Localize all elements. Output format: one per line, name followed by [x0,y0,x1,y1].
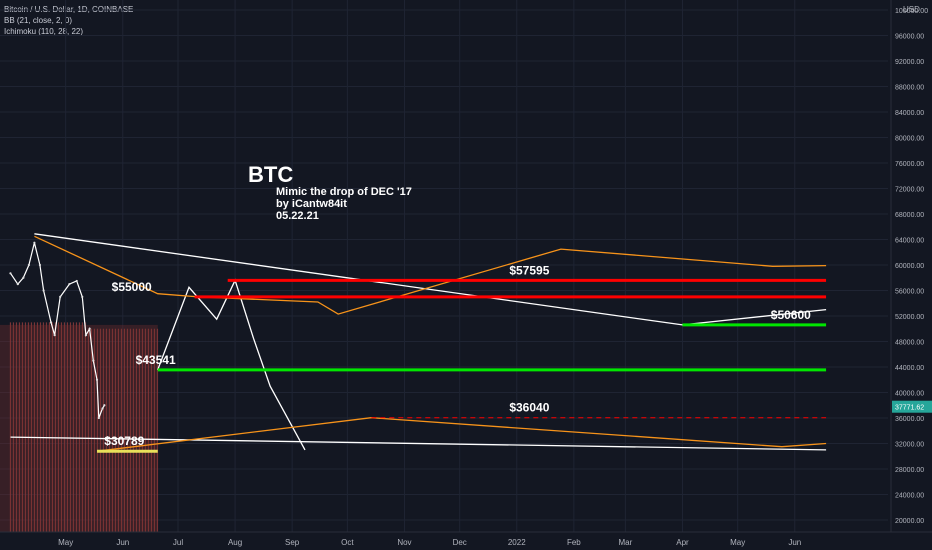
series-line-orange-bottom [96,417,827,452]
y-tick-label: 32000.00 [895,442,924,449]
ichimoku-indicator-label: Ichimoku (110, 28, 22) [4,27,84,36]
x-axis[interactable]: May Jun Jul Aug Sep Oct Nov Dec 2022 Feb Mar Apr May… [0,531,932,547]
y-tick-label: 20000.00 [895,518,924,525]
y-tick-label: 48000.00 [895,340,924,347]
y-axis[interactable]: 20000.00 24000.00 28000.00 32000.00 36000.00… [890,0,928,532]
price-point [88,327,91,330]
x-tick-label: Mar [618,538,632,547]
level-label: $43541 [136,353,176,367]
current-price-label: 37771.62 [895,405,924,412]
price-point [9,272,12,275]
price-point [95,378,99,381]
price-point [92,359,95,362]
x-tick-label: Oct [341,538,354,547]
price-point [81,295,84,298]
series-line-btc-price [10,242,105,419]
y-tick-label: 40000.00 [895,391,924,398]
x-tick-label: Jun [116,538,129,547]
series-line-orange-top [34,235,827,315]
level-label: $57595 [509,263,549,277]
current-price-tag [892,400,932,413]
ichimoku-cloud [0,322,159,532]
y-tick-label: 100000.00 [895,8,928,15]
y-tick-label: 72000.00 [895,187,924,194]
price-point [42,289,45,292]
price-point [103,404,106,407]
note-line-2: by iCantw84it [276,198,347,210]
y-tick-label: 68000.00 [895,212,924,219]
y-tick-label: 80000.00 [895,136,924,143]
y-tick-label: 64000.00 [895,238,924,245]
price-point [75,279,78,283]
price-point [68,283,71,286]
level-label: $50600 [771,308,811,322]
cloud-fill [0,324,158,532]
price-point [97,416,100,420]
x-tick-label: Aug [228,538,242,547]
x-tick-label: 2022 [508,538,526,547]
price-point [84,334,88,337]
note-line-1: Mimic the drop of DEC '17 [276,186,412,198]
price-point [59,295,62,298]
price-point [49,321,53,324]
x-tick-label: Nov [397,538,411,547]
x-tick-label: Dec [453,538,467,547]
price-point [16,283,19,286]
series-line-projection-path [157,278,306,451]
level-label: $30789 [104,434,144,448]
x-tick-label: May [58,538,73,547]
level-label: $36040 [509,401,549,415]
price-point [38,263,42,267]
price-levels [96,278,827,453]
y-tick-label: 92000.00 [895,59,924,66]
note-line-3: 05.22.21 [276,210,319,222]
currency-label: USD [903,5,920,14]
level-label: $55000 [112,280,152,294]
price-point [33,241,36,244]
x-tick-label: Sep [285,538,300,547]
y-tick-label: 28000.00 [895,467,924,474]
y-tick-label: 24000.00 [895,493,924,500]
price-point [53,334,56,337]
level-labels: $57595 $55000 $43541 $36040 $30789 $50600 [104,263,811,448]
y-tick-label: 60000.00 [895,263,924,270]
y-tick-label: 36000.00 [895,416,924,423]
bb-indicator-label: BB (21, close, 2, 0) [4,16,73,25]
x-tick-label: May [730,538,745,547]
x-tick-label: Jul [173,538,183,547]
series-line-trendline-bottom [10,436,827,451]
price-tags: USD 37771.62 [892,5,932,413]
x-tick-label: Jun [788,538,801,547]
y-tick-label: 44000.00 [895,365,924,372]
y-tick-label: 56000.00 [895,289,924,296]
y-tick-label: 84000.00 [895,110,924,117]
y-tick-label: 52000.00 [895,314,924,321]
x-tick-label: Feb [567,538,581,547]
note-title: BTC [248,162,293,187]
annotation-note: BTC Mimic the drop of DEC '17 by iCantw8… [248,162,412,222]
price-point [27,263,30,267]
x-tick-label: Apr [676,538,689,547]
price-point [22,276,25,279]
price-point [101,407,104,410]
y-tick-label: 88000.00 [895,85,924,92]
y-tick-label: 76000.00 [895,161,924,168]
y-tick-label: 96000.00 [895,34,924,41]
